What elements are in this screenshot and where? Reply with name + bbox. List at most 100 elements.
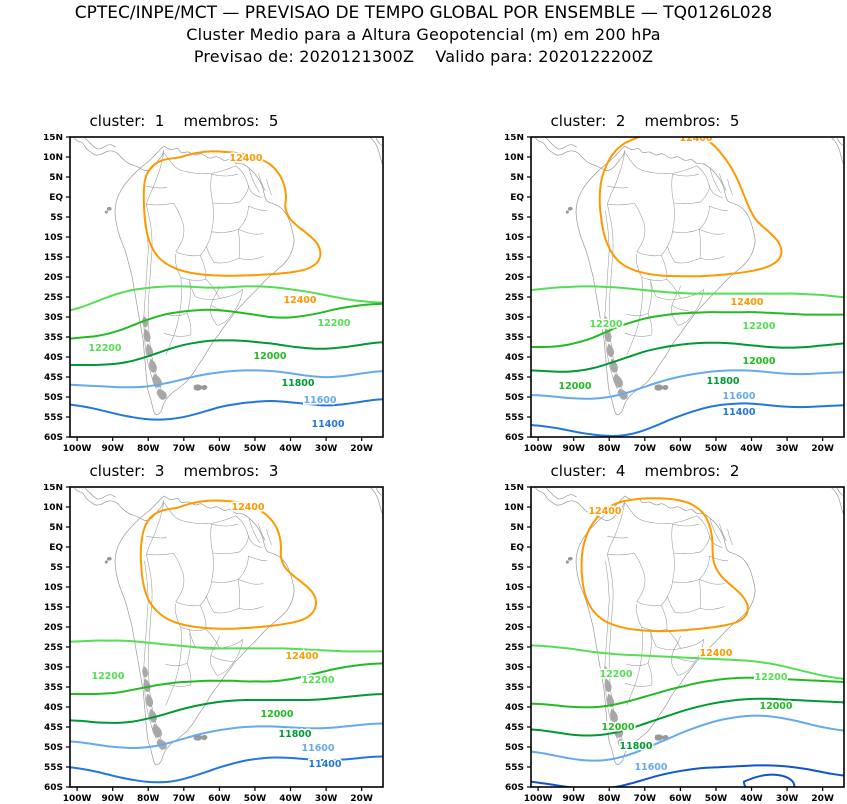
coastline-path [84,137,116,150]
country-border-path [670,655,679,676]
x-tick-label: 70W [634,794,657,804]
country-border-path [238,205,249,230]
y-tick-label: 50S [44,743,63,753]
contour-line-11200b [742,773,796,787]
plot-frame [530,486,845,788]
country-border-path [626,277,643,356]
country-border-path [217,311,235,326]
x-tick-label: 100W [524,444,553,454]
contour-label-halo: 12000 [558,381,591,392]
y-tick-label: 40S [505,353,524,363]
x-tick-label: 50W [705,794,728,804]
contour-label: 12400 [285,651,318,662]
country-border-path [258,173,266,192]
island-shape [106,556,112,561]
country-border-path [700,185,711,202]
island-shape [104,210,108,214]
contour-label: 12400 [229,153,262,164]
country-border-path [211,523,238,527]
y-tick-label: 35S [505,683,524,693]
country-border-path [165,313,188,317]
x-tick-label: 90W [562,794,585,804]
panel-1-svg: 1240012400124001240012200122001220012200… [43,134,384,454]
country-border-path [656,296,681,301]
country-border-path [647,280,652,314]
andes-shading [143,328,151,343]
contour-label: 12400 [231,502,264,513]
contour-line-12400 [139,499,318,630]
contour-label-halo: 12200 [599,669,632,680]
contour-label-halo: 11400 [722,407,755,418]
country-border-path [173,552,185,602]
country-border-path [235,515,262,548]
panel-1-plot: 12400 12400 12400 12400 12200 12200 12200 12200… [14,134,414,454]
contour-label: 12200 [754,672,787,683]
contour-label-halo: 11400 [311,419,344,430]
contour-label-halo: 12000 [253,351,286,362]
country-border-path [671,305,696,312]
country-border-path [173,202,185,252]
x-tick-label: 70W [173,794,196,804]
contour-line-12200 [531,644,844,680]
country-border-path [238,229,240,259]
country-border-path [199,231,212,256]
country-border-path [647,313,653,336]
x-tick-label: 100W [63,444,92,454]
y-tick-label: 40S [44,703,63,713]
country-border-path [626,663,649,667]
x-tick-label: 100W [524,794,553,804]
coastline-layer [73,137,383,416]
country-border-path [210,524,214,554]
contour-label: 11600 [303,395,336,406]
contour-label-halo: 11600 [634,762,667,773]
coastline-path [836,488,843,496]
country-border-path [634,552,646,602]
country-border-path [219,289,243,299]
country-border-path [266,528,272,546]
contour-label-halo: 12000 [260,709,293,720]
country-border-path [174,253,182,278]
x-tick-label: 60W [669,444,692,454]
country-border-path [634,202,646,252]
y-tick-label: 10S [505,583,524,593]
country-border-path [674,257,701,264]
panel-4-title: cluster: 4 membros: 2 [550,462,740,480]
island-shape [661,385,669,391]
contour-label: 12000 [253,351,286,362]
contour-label-halo: 12400 [229,153,262,164]
contour-label-halo: 12400 [231,502,264,513]
andes-shading [617,738,628,750]
x-tick-label: 30W [315,794,338,804]
y-tick-label: 10N [43,153,63,163]
contour-line-11600 [70,722,383,749]
contour-line-12000 [531,311,844,349]
panel-3-title: cluster: 3 membros: 3 [89,462,279,480]
country-border-path [660,581,673,606]
contour-label-halo: 12400 [283,295,316,306]
coastline-path [545,487,577,500]
y-tick-label: 10N [43,503,63,513]
country-border-path [165,627,182,706]
country-border-path [667,246,676,263]
country-border-path [641,277,667,281]
country-border-path [709,518,721,543]
x-tick-label: 80W [137,794,160,804]
island-shape [193,384,202,391]
x-tick-label: 80W [137,444,160,454]
y-tick-label: 30S [505,663,524,673]
country-border-path [212,551,240,554]
plot-frame [69,136,384,438]
y-tick-label: 20S [44,623,63,633]
country-border-path [666,279,681,299]
plot-background [531,487,844,787]
contour-label-halo: 11800 [278,729,311,740]
contour-label-halo: 12400 [699,648,732,659]
country-border-path [239,185,250,202]
coastline-layer [73,487,383,766]
contour-label: 12400 [588,506,621,517]
contour-layer [531,497,844,787]
contour-line-12400 [598,137,783,278]
